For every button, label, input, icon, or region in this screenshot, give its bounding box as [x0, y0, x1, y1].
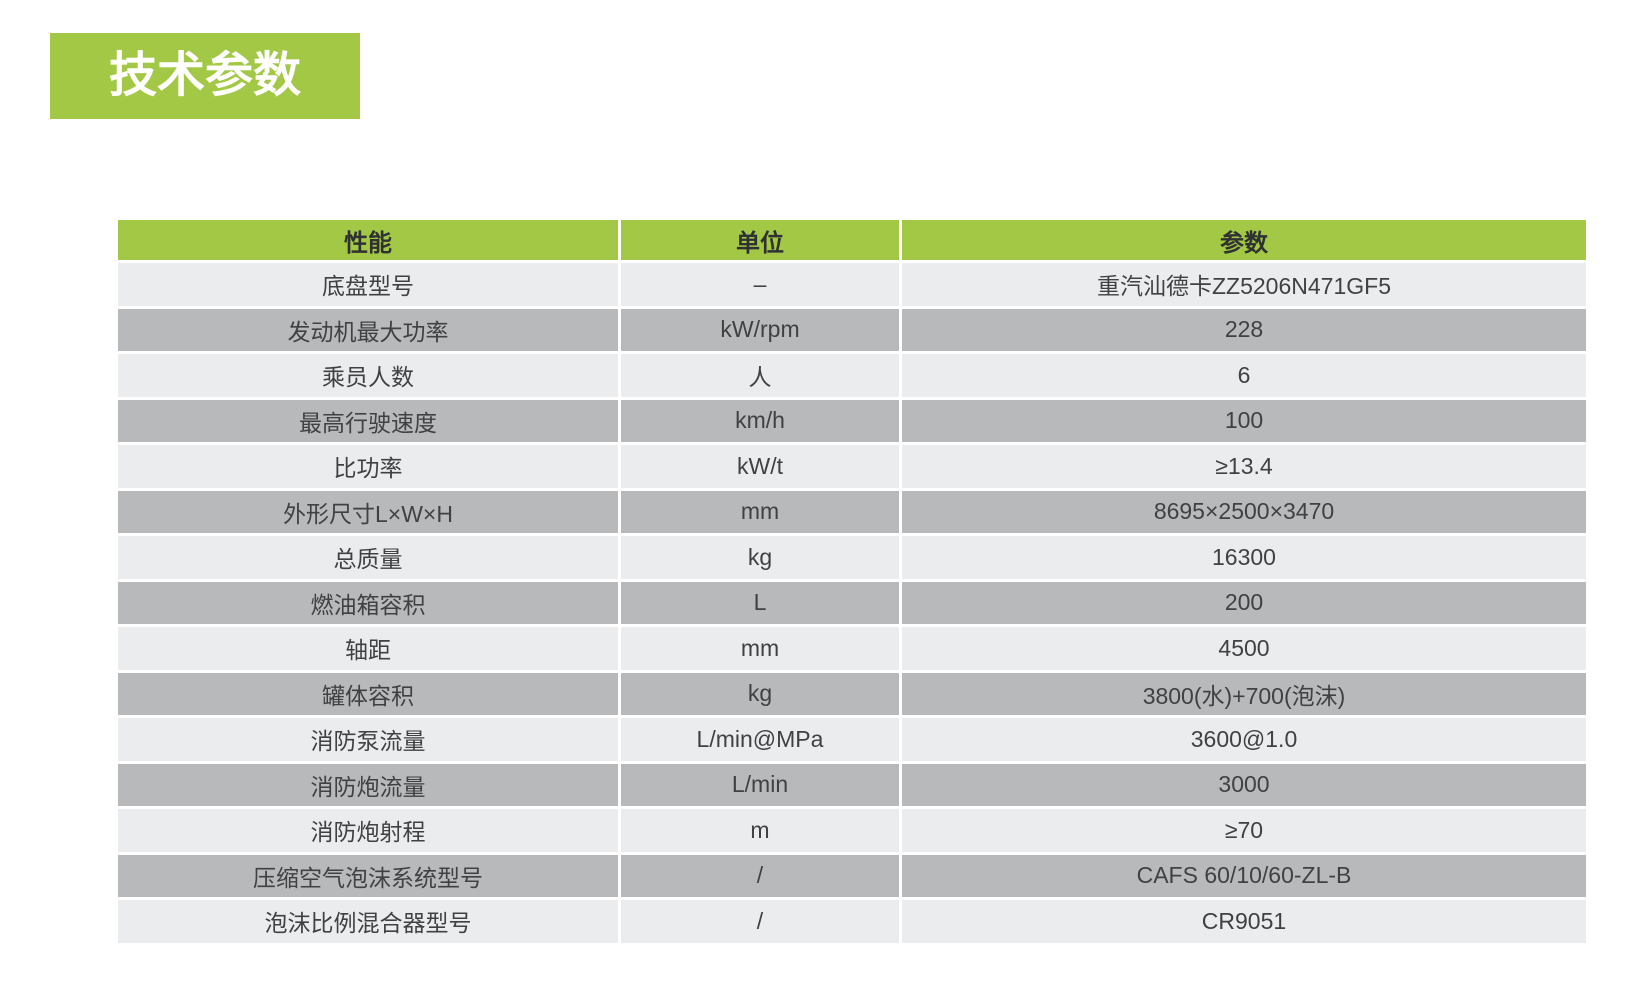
- unit-cell: /: [621, 854, 899, 897]
- parameter-cell: 3000: [902, 763, 1586, 806]
- table-row: 消防泵流量 L/min@MPa 3600@1.0: [118, 718, 1586, 761]
- unit-cell: L/min@MPa: [621, 718, 899, 761]
- unit-cell: kW/t: [621, 445, 899, 488]
- table-row: 外形尺寸L×W×H mm 8695×2500×3470: [118, 490, 1586, 533]
- parameter-cell: 4500: [902, 627, 1586, 670]
- parameter-cell: 100: [902, 399, 1586, 442]
- spec-table: 性能 单位 参数 底盘型号 – 重汽汕德卡ZZ5206N471GF5 发动机最大…: [118, 220, 1586, 946]
- table-row: 底盘型号 – 重汽汕德卡ZZ5206N471GF5: [118, 263, 1586, 306]
- parameter-cell: 8695×2500×3470: [902, 490, 1586, 533]
- parameter-cell: 重汽汕德卡ZZ5206N471GF5: [902, 263, 1586, 306]
- table-row: 最高行驶速度 km/h 100: [118, 399, 1586, 442]
- table-row: 压缩空气泡沫系统型号 / CAFS 60/10/60-ZL-B: [118, 854, 1586, 897]
- unit-cell: mm: [621, 627, 899, 670]
- table-row: 消防炮流量 L/min 3000: [118, 763, 1586, 806]
- performance-cell: 消防泵流量: [118, 718, 618, 761]
- table-body: 底盘型号 – 重汽汕德卡ZZ5206N471GF5 发动机最大功率 kW/rpm…: [118, 263, 1586, 943]
- unit-cell: L/min: [621, 763, 899, 806]
- unit-cell: kg: [621, 672, 899, 715]
- unit-cell: mm: [621, 490, 899, 533]
- performance-cell: 罐体容积: [118, 672, 618, 715]
- parameter-cell: 3800(水)+700(泡沫): [902, 672, 1586, 715]
- table-row: 罐体容积 kg 3800(水)+700(泡沫): [118, 672, 1586, 715]
- parameter-cell: CAFS 60/10/60-ZL-B: [902, 854, 1586, 897]
- unit-cell: kg: [621, 536, 899, 579]
- parameter-cell: 6: [902, 354, 1586, 397]
- table-row: 发动机最大功率 kW/rpm 228: [118, 308, 1586, 351]
- table-row: 消防炮射程 m ≥70: [118, 809, 1586, 852]
- unit-cell: /: [621, 900, 899, 943]
- parameter-cell: 200: [902, 581, 1586, 624]
- performance-cell: 发动机最大功率: [118, 308, 618, 351]
- table-header-row: 性能 单位 参数: [118, 220, 1586, 260]
- unit-cell: 人: [621, 354, 899, 397]
- unit-cell: kW/rpm: [621, 308, 899, 351]
- performance-cell: 底盘型号: [118, 263, 618, 306]
- parameter-cell: 16300: [902, 536, 1586, 579]
- performance-cell: 燃油箱容积: [118, 581, 618, 624]
- performance-cell: 泡沫比例混合器型号: [118, 900, 618, 943]
- unit-cell: L: [621, 581, 899, 624]
- unit-cell: –: [621, 263, 899, 306]
- unit-cell: m: [621, 809, 899, 852]
- performance-cell: 总质量: [118, 536, 618, 579]
- parameter-cell: ≥13.4: [902, 445, 1586, 488]
- page-title-label: 技术参数: [108, 49, 301, 102]
- performance-cell: 比功率: [118, 445, 618, 488]
- table-row: 总质量 kg 16300: [118, 536, 1586, 579]
- parameter-cell: 3600@1.0: [902, 718, 1586, 761]
- table-row: 轴距 mm 4500: [118, 627, 1586, 670]
- parameter-cell: ≥70: [902, 809, 1586, 852]
- performance-cell: 消防炮流量: [118, 763, 618, 806]
- column-header-unit: 单位: [621, 220, 899, 260]
- unit-cell: km/h: [621, 399, 899, 442]
- column-header-parameter: 参数: [902, 220, 1586, 260]
- performance-cell: 轴距: [118, 627, 618, 670]
- performance-cell: 乘员人数: [118, 354, 618, 397]
- performance-cell: 最高行驶速度: [118, 399, 618, 442]
- table-row: 燃油箱容积 L 200: [118, 581, 1586, 624]
- parameter-cell: 228: [902, 308, 1586, 351]
- table-row: 比功率 kW/t ≥13.4: [118, 445, 1586, 488]
- performance-cell: 外形尺寸L×W×H: [118, 490, 618, 533]
- performance-cell: 消防炮射程: [118, 809, 618, 852]
- table-row: 泡沫比例混合器型号 / CR9051: [118, 900, 1586, 943]
- column-header-performance: 性能: [118, 220, 618, 260]
- page-title: 技术参数: [50, 33, 360, 119]
- parameter-cell: CR9051: [902, 900, 1586, 943]
- performance-cell: 压缩空气泡沫系统型号: [118, 854, 618, 897]
- table-row: 乘员人数 人 6: [118, 354, 1586, 397]
